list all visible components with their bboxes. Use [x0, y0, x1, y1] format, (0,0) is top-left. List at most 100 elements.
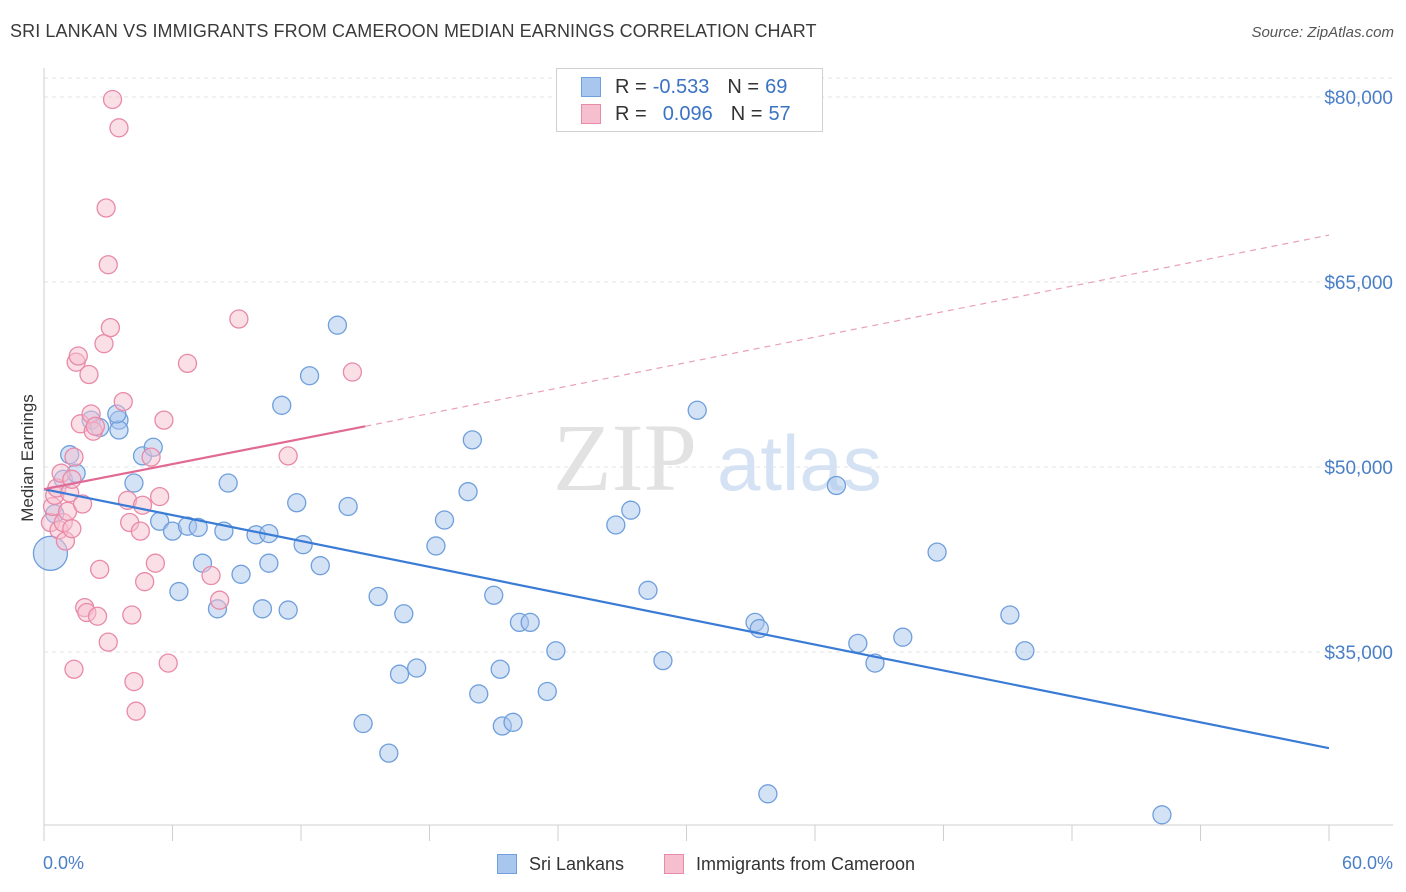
legend-row-cameroon: R = 0.096 N = 57 [581, 101, 791, 127]
legend-item-cameroon: Immigrants from Cameroon [664, 851, 915, 877]
y-axis-label: Median Earnings [18, 394, 37, 522]
legend-swatch-pink [664, 854, 684, 874]
data-point [68, 346, 88, 366]
data-point [462, 430, 482, 450]
legend-r-value: 0.096 [662, 102, 713, 125]
data-point [287, 493, 307, 513]
data-point [1152, 805, 1172, 825]
data-point [252, 599, 273, 619]
data-point [278, 600, 298, 620]
correlation-legend: R = -0.533 N = 69 R = 0.096 N = 57 [556, 68, 823, 132]
data-point [389, 664, 410, 684]
y-tick-label: $80,000 [1324, 88, 1393, 109]
legend-r-value: -0.533 [652, 75, 710, 98]
legend-n-value: 69 [765, 75, 788, 98]
data-point [96, 198, 116, 218]
watermark-atlas: atlas [717, 419, 882, 507]
y-tick-label: $35,000 [1324, 643, 1393, 664]
data-point [64, 659, 84, 679]
data-point [338, 496, 358, 517]
trend-line-cameroon [43, 425, 366, 491]
data-point [124, 473, 144, 493]
data-point [201, 565, 221, 586]
data-point [537, 681, 557, 702]
data-point [135, 572, 155, 592]
axes [43, 68, 1393, 841]
data-point [188, 517, 208, 538]
legend-r-label: R = [615, 102, 647, 125]
data-point [342, 362, 363, 382]
data-point [621, 500, 641, 520]
trend-line-sri-lankans [43, 488, 1330, 750]
data-point [132, 495, 153, 515]
data-point [72, 494, 93, 514]
data-point [1000, 605, 1020, 625]
data-point [94, 334, 114, 354]
data-point [62, 519, 82, 539]
data-point [98, 632, 118, 652]
data-point [158, 653, 178, 673]
data-point [458, 482, 478, 502]
data-point [848, 633, 868, 654]
legend-item-sri-lankans: Sri Lankans [497, 851, 624, 877]
data-point [687, 400, 707, 420]
data-point [85, 416, 106, 436]
x-tick-min: 0.0% [43, 853, 84, 873]
data-point [113, 391, 133, 412]
trend-lines [43, 234, 1330, 750]
legend-n-label: N = [730, 102, 763, 125]
data-point [293, 535, 313, 555]
legend-swatch-blue [581, 77, 601, 97]
source-label: Source: ZipAtlas.com [1251, 24, 1394, 41]
data-point [109, 118, 129, 138]
data-point [124, 671, 144, 692]
data-point [327, 315, 348, 335]
x-tick-max: 60.0% [1342, 853, 1393, 873]
gridlines [44, 77, 1393, 653]
legend-n-value: 57 [768, 102, 791, 125]
data-point [434, 510, 455, 530]
data-point [109, 420, 129, 440]
data-point [229, 309, 249, 329]
series-immigrants-from-cameroon [40, 89, 363, 721]
y-tick-label: $50,000 [1324, 458, 1393, 479]
data-point [927, 542, 947, 562]
data-point [310, 556, 330, 576]
data-point [379, 743, 399, 763]
data-point [490, 659, 510, 679]
legend-label: Immigrants from Cameroon [696, 853, 916, 874]
data-point [102, 89, 123, 110]
data-point [546, 641, 566, 661]
data-point [1015, 641, 1035, 661]
y-tick-labels: $35,000 $50,000 $65,000 $80,000 [1324, 88, 1393, 664]
legend-r-label: R = [615, 75, 647, 98]
chart-title: SRI LANKAN VS IMMIGRANTS FROM CAMEROON M… [10, 21, 817, 41]
data-point [177, 353, 198, 374]
data-point [64, 447, 84, 467]
data-point [90, 559, 110, 580]
data-point [503, 712, 523, 732]
data-point [154, 410, 174, 430]
data-point [826, 475, 847, 496]
data-point [149, 486, 170, 507]
data-point [272, 395, 292, 415]
data-point [141, 447, 161, 467]
data-point [130, 521, 151, 541]
data-point [426, 536, 446, 556]
data-point [126, 701, 146, 721]
watermark-zip: ZIP [553, 404, 697, 511]
data-point [169, 581, 189, 602]
data-point [100, 317, 121, 338]
data-point [79, 364, 99, 385]
data-point [278, 446, 298, 466]
data-point [469, 684, 489, 704]
data-point [893, 627, 913, 647]
data-point [299, 366, 320, 386]
data-point [353, 713, 373, 734]
trend-line-cameroon-extension [365, 234, 1330, 427]
data-point [209, 590, 230, 610]
data-point [98, 255, 118, 275]
data-point [606, 515, 626, 535]
legend-n-label: N = [727, 75, 760, 98]
